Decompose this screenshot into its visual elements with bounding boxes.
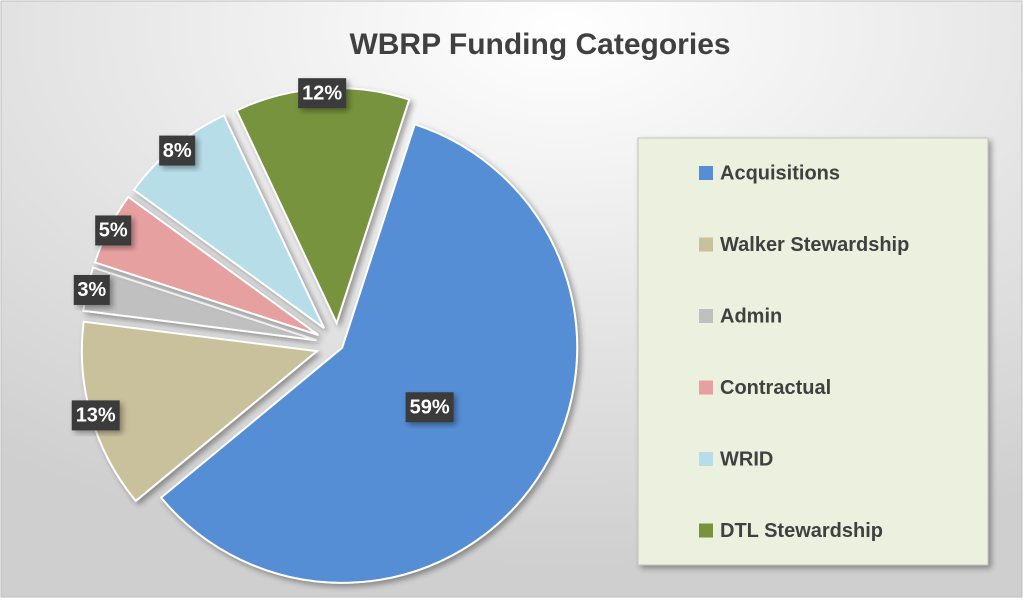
legend-box	[637, 137, 989, 566]
data-label: 5%	[95, 215, 132, 246]
legend-swatch	[699, 166, 713, 180]
data-label-box	[95, 215, 132, 246]
data-label-text: 8%	[163, 140, 192, 162]
legend-label: DTL Stewardship	[720, 520, 883, 542]
data-label-text: 12%	[302, 82, 342, 104]
data-label-box	[298, 78, 347, 109]
legend-label: Contractual	[720, 377, 831, 399]
data-label-text: 5%	[99, 220, 128, 242]
legend-label: Walker Stewardship	[720, 234, 909, 256]
data-label: 8%	[159, 135, 196, 166]
data-label-box	[73, 274, 110, 305]
legend-label: Admin	[720, 305, 782, 327]
legend-swatch	[699, 309, 713, 323]
data-label-box	[159, 135, 196, 166]
data-label: 59%	[405, 392, 454, 423]
legend-label: Acquisitions	[720, 162, 840, 184]
legend-swatch	[699, 452, 713, 466]
data-label: 3%	[73, 274, 110, 305]
legend-label: WRID	[720, 448, 773, 470]
data-label-text: 3%	[77, 279, 106, 301]
pie-slice	[159, 123, 579, 584]
data-label-text: 13%	[76, 405, 116, 427]
data-label: 13%	[71, 400, 120, 431]
data-label: 12%	[298, 78, 347, 109]
data-label-text: 59%	[410, 397, 450, 419]
legend-swatch	[699, 523, 713, 538]
data-label-box	[71, 400, 120, 431]
data-label-box	[405, 392, 454, 423]
legend-swatch	[699, 380, 713, 395]
chart-title: WBRP Funding Categories	[349, 28, 730, 61]
legend-swatch	[699, 237, 713, 252]
